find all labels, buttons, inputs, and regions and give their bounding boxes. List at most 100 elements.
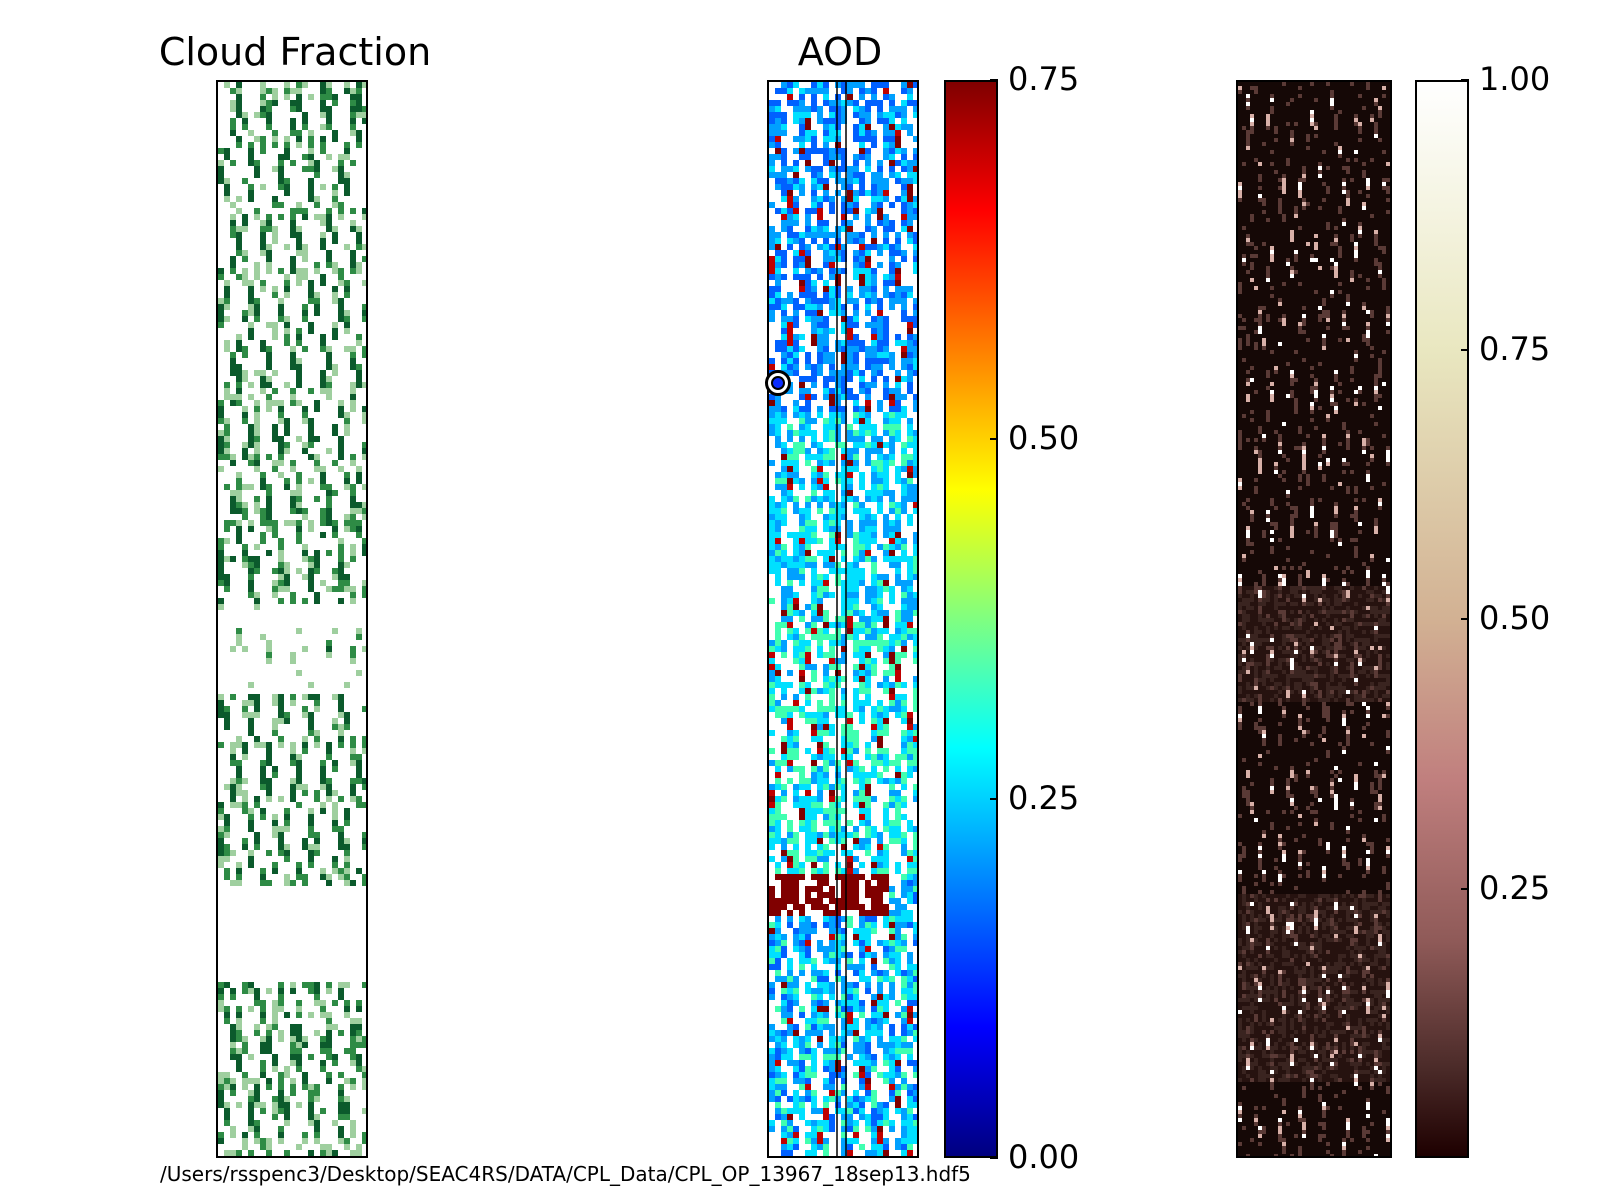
- aod-cell: [913, 676, 917, 682]
- cloud-cell: [350, 520, 356, 526]
- aod-cell: [841, 676, 847, 682]
- cloud-cell: [362, 544, 366, 550]
- aod-cell: [769, 262, 775, 268]
- cloud-cell: [326, 502, 332, 508]
- aod-cell: [823, 766, 829, 772]
- cloud-cell: [320, 136, 326, 142]
- aod-cell: [847, 592, 853, 598]
- aod-cell: [775, 298, 781, 304]
- cloud-cell: [254, 1096, 260, 1102]
- aod-cell: [781, 1012, 787, 1018]
- aod-cell: [781, 1150, 787, 1156]
- aod-cell: [877, 442, 883, 448]
- aod-cell: [877, 760, 883, 766]
- aod-cell: [889, 130, 895, 136]
- aod-cell: [799, 1054, 805, 1060]
- aod-cell: [817, 1006, 823, 1012]
- aod-cell: [865, 106, 871, 112]
- cloud-cell: [332, 520, 338, 526]
- aod-cell: [805, 1072, 811, 1078]
- aod-cell: [799, 256, 805, 262]
- mid-cell: [1322, 314, 1326, 318]
- cloud-cell: [236, 238, 242, 244]
- aod-cell: [865, 550, 871, 556]
- cloud-cell: [272, 730, 278, 736]
- bright-cell: [1318, 266, 1322, 270]
- aod-cell: [871, 766, 877, 772]
- cloud-cell: [362, 1036, 366, 1042]
- cloud-cell: [362, 1138, 366, 1144]
- cloud-cell: [266, 778, 272, 784]
- cloud-cell: [332, 166, 338, 172]
- cloud-cell: [356, 238, 362, 244]
- aod-cell: [799, 1084, 805, 1090]
- aod-cell: [865, 214, 871, 220]
- aod-cell: [823, 1084, 829, 1090]
- aod-cell: [853, 796, 859, 802]
- aod-cell: [853, 832, 859, 838]
- colorbar-tick-label: 0.25: [1008, 778, 1080, 817]
- cloud-cell: [338, 1084, 344, 1090]
- aod-cell: [907, 1090, 913, 1096]
- aod-cell: [805, 502, 811, 508]
- cloud-cell: [308, 130, 314, 136]
- aod-cell: [907, 976, 913, 982]
- cloud-cell: [326, 1012, 332, 1018]
- aod-cell: [805, 940, 811, 946]
- cloud-cell: [236, 1060, 242, 1066]
- aod-cell: [907, 1132, 913, 1138]
- aod-cell: [781, 586, 787, 592]
- cloud-cell: [230, 760, 236, 766]
- aod-cell: [901, 802, 907, 808]
- aod-cell: [793, 262, 799, 268]
- aod-cell: [841, 736, 847, 742]
- aod-cell: [883, 862, 889, 868]
- aod-cell: [889, 418, 895, 424]
- aod-cell: [793, 166, 799, 172]
- aod-cell: [781, 148, 787, 154]
- aod-cell: [865, 1060, 871, 1066]
- cloud-cell: [266, 484, 272, 490]
- aod-cell: [907, 352, 913, 358]
- aod-cell: [913, 1096, 917, 1102]
- aod-cell: [769, 502, 775, 508]
- aod-cell: [853, 496, 859, 502]
- aod-cell: [823, 196, 829, 202]
- cloud-cell: [218, 1078, 224, 1084]
- aod-cell: [865, 694, 871, 700]
- aod-cell: [841, 616, 847, 622]
- cloud-cell: [350, 514, 356, 520]
- aod-cell: [841, 778, 847, 784]
- aod-cell: [877, 892, 883, 898]
- cloud-cell: [278, 826, 284, 832]
- cloud-cell: [344, 244, 350, 250]
- aod-cell: [877, 202, 883, 208]
- aod-cell: [883, 1072, 889, 1078]
- cloud-cell: [344, 1144, 350, 1150]
- aod-cell: [847, 238, 853, 244]
- cloud-cell: [230, 802, 236, 808]
- cloud-cell: [320, 772, 326, 778]
- aod-cell: [853, 580, 859, 586]
- bright-cell: [1246, 94, 1250, 98]
- cloud-cell: [332, 370, 338, 376]
- aod-cell: [907, 286, 913, 292]
- cloud-cell: [308, 280, 314, 286]
- aod-cell: [853, 1126, 859, 1132]
- aod-cell: [781, 466, 787, 472]
- aod-cell: [793, 976, 799, 982]
- aod-cell: [847, 628, 853, 634]
- aod-cell: [871, 856, 877, 862]
- aod-cell: [805, 304, 811, 310]
- aod-cell: [793, 856, 799, 862]
- cloud-cell: [350, 586, 356, 592]
- cloud-cell: [356, 334, 362, 340]
- cloud-cell: [260, 148, 266, 154]
- mid-cell: [1350, 178, 1354, 182]
- aod-cell: [877, 340, 883, 346]
- cloud-cell: [296, 364, 302, 370]
- aod-cell: [835, 706, 841, 712]
- mid-cell: [1258, 186, 1262, 190]
- aod-cell: [799, 250, 805, 256]
- aod-cell: [841, 346, 847, 352]
